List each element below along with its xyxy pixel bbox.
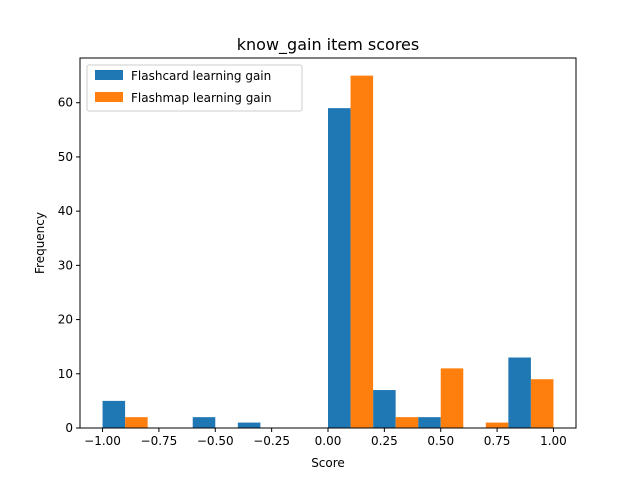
x-tick-label: −0.25 <box>253 434 290 448</box>
x-axis-ticks: −1.00 −0.75 −0.50 −0.25 0.00 0.25 0.50 0.75 1.00 <box>84 428 567 448</box>
x-tick-label: 0.25 <box>371 434 398 448</box>
chart-title: know_gain item scores <box>237 35 419 55</box>
bar-flashmap-5 <box>350 75 374 429</box>
x-tick-label: −0.50 <box>197 434 234 448</box>
bar-flashcard-3 <box>237 422 261 428</box>
legend-swatch-flashcard <box>95 70 123 80</box>
y-tick-label: 0 <box>65 421 73 435</box>
bar-flashcard-7 <box>418 417 441 428</box>
x-axis-label: Score <box>311 456 345 470</box>
legend: Flashcard learning gain Flashmap learnin… <box>86 64 303 112</box>
bar-flashmap-6 <box>395 417 419 428</box>
y-tick-label: 60 <box>58 96 73 110</box>
y-tick-label: 30 <box>58 258 73 272</box>
legend-box <box>86 64 303 112</box>
bar-flashcard-6 <box>373 390 396 428</box>
bar-flashcard-5 <box>328 108 351 429</box>
x-tick-label: −0.75 <box>141 434 178 448</box>
bar-flashmap-8 <box>485 422 509 428</box>
bar-flashmap-9 <box>530 379 554 428</box>
bar-flashmap-7 <box>440 368 464 428</box>
x-tick-label: 0.50 <box>427 434 454 448</box>
bars-layer <box>102 75 554 429</box>
y-tick-label: 50 <box>58 150 73 164</box>
y-tick-label: 10 <box>58 367 73 381</box>
x-tick-label: 0.75 <box>484 434 511 448</box>
legend-swatch-flashmap <box>95 92 123 102</box>
y-axis-ticks: 0 10 20 30 40 50 60 <box>58 96 80 435</box>
y-tick-label: 20 <box>58 313 73 327</box>
x-tick-label: −1.00 <box>84 434 121 448</box>
legend-label-flashmap: Flashmap learning gain <box>131 91 272 105</box>
x-tick-label: 1.00 <box>540 434 567 448</box>
bar-flashcard-9 <box>508 357 531 428</box>
bar-flashcard-0 <box>102 400 126 428</box>
y-tick-label: 40 <box>58 204 73 218</box>
x-tick-label: 0.00 <box>315 434 342 448</box>
bar-flashcard-2 <box>192 417 216 428</box>
y-axis-label: Frequency <box>33 212 47 274</box>
bar-flashmap-0 <box>125 417 148 428</box>
legend-label-flashcard: Flashcard learning gain <box>131 69 271 83</box>
